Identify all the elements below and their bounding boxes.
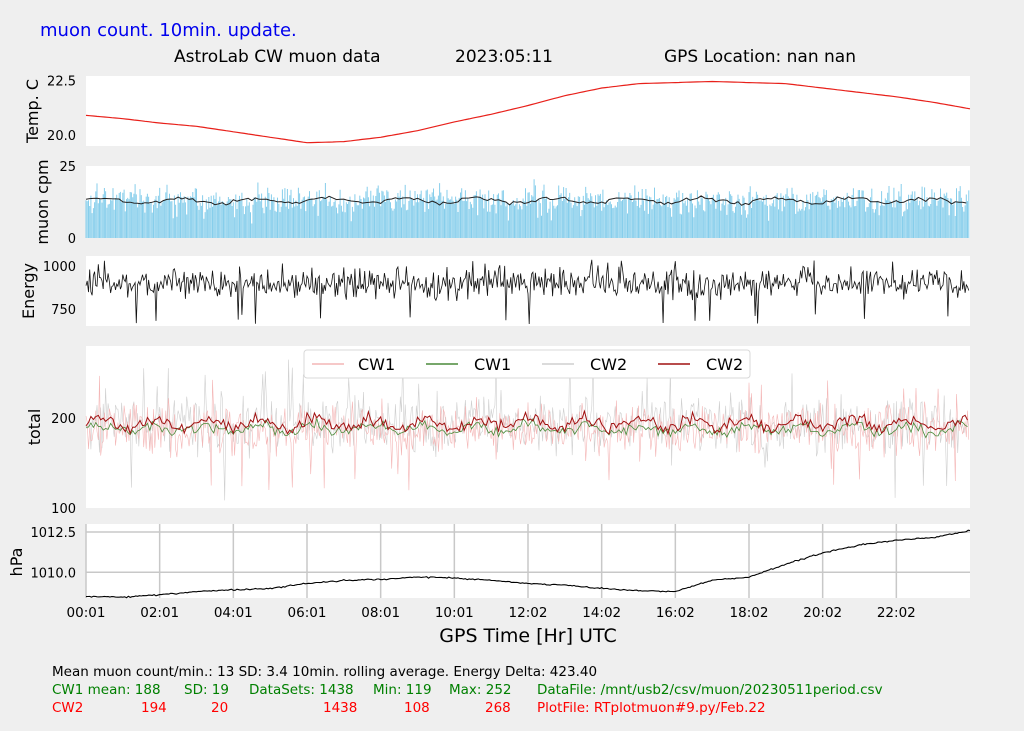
cw1-sd: SD: 19: [184, 682, 229, 698]
y-tick-pressure: 1010.0: [31, 566, 77, 581]
cw1-min: Min: 119: [373, 682, 432, 698]
stats-line-muon: Mean muon count/min.: 13 SD: 3.4 10min. …: [52, 664, 597, 680]
legend-box: [303, 349, 751, 379]
panel-energy: [86, 256, 970, 326]
y-tick-energy: 750: [51, 303, 76, 318]
y-tick-pressure: 1012.5: [31, 526, 77, 541]
y-tick-muon_cpm: 0: [68, 232, 76, 247]
temperature-line: [85, 80, 971, 144]
update-note: muon count. 10min. update.: [40, 20, 297, 41]
y-tick-temperature: 20.0: [47, 129, 76, 144]
gps-location: GPS Location: nan nan: [664, 47, 856, 67]
y-tick-energy: 1000: [43, 260, 76, 275]
muon-bars: [85, 179, 970, 238]
cw2-sd: 20: [211, 700, 228, 716]
y-tick-muon_cpm: 25: [59, 160, 76, 175]
pressure-line: [85, 529, 971, 599]
y-tick-total: 200: [51, 412, 76, 427]
ylabel-pressure: hPa: [7, 548, 26, 577]
y-tick-total: 100: [51, 502, 76, 517]
ylabel-energy: Energy: [19, 263, 38, 319]
cw1-mean: CW1 mean: 188: [52, 682, 161, 698]
x-tick-label: 00:01: [67, 605, 106, 621]
legend-label-cw2-avg: CW2: [706, 355, 743, 374]
stats-block: Mean muon count/min.: 13 SD: 3.4 10min. …: [52, 664, 883, 716]
x-tick-label: 14:02: [582, 605, 621, 621]
x-tick-labels: 00:01 02:01 04:01 06:01 08:01 10:01 12:02 14:02…: [67, 605, 916, 621]
energy-series: [85, 259, 970, 325]
x-tick-label: 20:02: [803, 605, 842, 621]
cw2-min: 108: [404, 700, 430, 716]
legend: CW1 CW1 CW2 CW2: [303, 349, 751, 379]
legend-label-cw1-avg: CW1: [474, 355, 511, 374]
x-tick-label: 08:01: [361, 605, 400, 621]
x-tick-label: 18:02: [730, 605, 769, 621]
y-tick-labels: 20.0 22.5 0 25 750 1000 100 200 1010.0 1012.5: [31, 74, 77, 581]
cw2-max: 268: [485, 700, 511, 716]
muon-rolling-average: [85, 195, 967, 206]
x-tick-label: 04:01: [214, 605, 253, 621]
total-series: [85, 357, 970, 501]
x-tick-label: 10:01: [435, 605, 474, 621]
ylabel-total: total: [25, 409, 44, 446]
temperature-series: [85, 80, 971, 144]
x-axis-label: GPS Time [Hr] UTC: [439, 625, 616, 647]
x-tick-label: 02:01: [140, 605, 179, 621]
legend-label-cw2-raw: CW2: [590, 355, 627, 374]
x-tick-label: 22:02: [877, 605, 916, 621]
cw1-max: Max: 252: [449, 682, 512, 698]
pressure-series: [85, 529, 971, 599]
cw2-mean: 194: [141, 700, 167, 716]
x-tick-label: 12:02: [509, 605, 548, 621]
pressure-grid: [85, 524, 970, 598]
energy-line: [85, 259, 970, 325]
cw2-datasets: 1438: [323, 700, 357, 716]
y-tick-temperature: 22.5: [47, 74, 76, 89]
ylabel-temperature: Temp. C: [23, 79, 42, 144]
chart-date: 2023:05:11: [455, 47, 553, 67]
chart-title: AstroLab CW muon data: [174, 47, 381, 67]
cw1-avg-line: [85, 416, 968, 439]
cw1-datasets: DataSets: 1438: [249, 682, 354, 698]
ylabel-muon: muon cpm: [33, 159, 52, 244]
x-tick-label: 06:01: [288, 605, 327, 621]
cw2-plotfile: PlotFile: RTplotmuon#9.py/Feb.22: [537, 700, 766, 716]
cw2-avg-line: [85, 409, 968, 436]
cw1-datafile: DataFile: /mnt/usb2/csv/muon/20230511per…: [537, 682, 883, 698]
legend-label-cw1-raw: CW1: [358, 355, 395, 374]
muon-series: [85, 179, 970, 238]
x-tick-label: 16:02: [656, 605, 695, 621]
cw2-label: CW2: [52, 700, 83, 716]
panel-temperature: [86, 76, 970, 146]
